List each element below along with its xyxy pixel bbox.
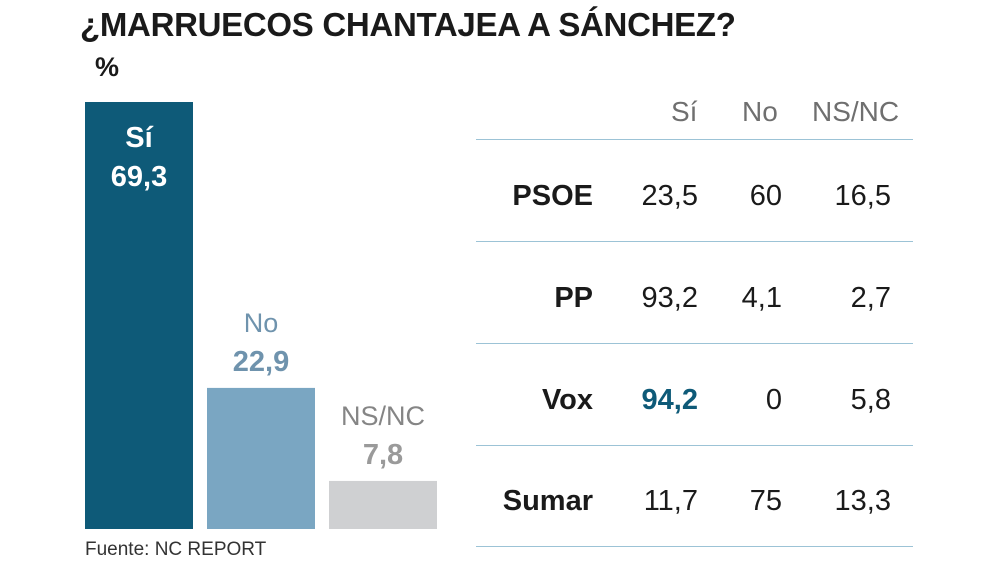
source-note: Fuente: NC REPORT bbox=[85, 539, 267, 560]
bar-si bbox=[85, 102, 193, 529]
table-rule bbox=[476, 241, 913, 242]
bar-value-label: 69,3 bbox=[111, 161, 167, 193]
col-header-nsnc: NS/NC bbox=[812, 96, 900, 127]
table-rule bbox=[476, 546, 913, 547]
cell-nsnc: 2,7 bbox=[850, 282, 891, 314]
cell-nsnc: 16,5 bbox=[834, 180, 891, 212]
col-header-no: No bbox=[742, 96, 778, 127]
col-header-si: Sí bbox=[671, 96, 698, 127]
cell-si: 23,5 bbox=[641, 180, 698, 212]
party-label: Vox bbox=[541, 384, 593, 416]
cell-no: 0 bbox=[765, 384, 782, 416]
party-label: Sumar bbox=[502, 485, 593, 517]
table-rule bbox=[476, 343, 913, 344]
cell-no: 75 bbox=[749, 485, 782, 517]
bar-category-label: NS/NC bbox=[341, 401, 425, 431]
cell-no: 4,1 bbox=[741, 282, 782, 314]
bar-chart: Sí 69,3 No 22,9 NS/NC 7,8 bbox=[85, 102, 437, 529]
cell-si-highlight: 94,2 bbox=[641, 384, 698, 416]
party-label: PP bbox=[554, 282, 593, 314]
unit-label: % bbox=[95, 52, 120, 82]
bar-value-label: 7,8 bbox=[363, 439, 403, 471]
party-label: PSOE bbox=[512, 180, 593, 212]
table-rule bbox=[476, 445, 913, 446]
bar-value-label: 22,9 bbox=[233, 346, 289, 378]
bar-category-label: Sí bbox=[125, 122, 153, 154]
table-rule bbox=[476, 139, 913, 140]
cell-si: 93,2 bbox=[641, 282, 698, 314]
cell-nsnc: 13,3 bbox=[834, 485, 891, 517]
chart-title: ¿MARRUECOS CHANTAJEA A SÁNCHEZ? bbox=[80, 6, 736, 43]
cell-no: 60 bbox=[749, 180, 782, 212]
bar-category-label: No bbox=[244, 308, 279, 338]
party-table: Sí No NS/NC PSOE 23,5 60 16,5 PP 93,2 4,… bbox=[476, 0, 913, 567]
bar-nsnc bbox=[329, 480, 437, 529]
cell-nsnc: 5,8 bbox=[850, 384, 891, 416]
bar-no bbox=[207, 387, 315, 529]
cell-si: 11,7 bbox=[643, 485, 698, 517]
